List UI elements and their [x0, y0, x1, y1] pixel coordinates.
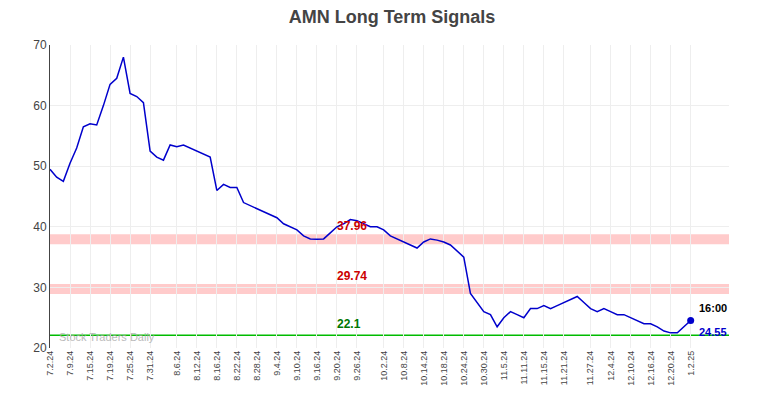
svg-text:22.1: 22.1 — [337, 317, 361, 331]
svg-text:9.10.24: 9.10.24 — [292, 351, 302, 381]
svg-text:8.22.24: 8.22.24 — [232, 351, 242, 381]
svg-text:AMN Long Term Signals: AMN Long Term Signals — [289, 7, 496, 27]
svg-text:7.9.24: 7.9.24 — [65, 351, 75, 376]
svg-text:9.26.24: 9.26.24 — [352, 351, 362, 381]
svg-text:7.19.24: 7.19.24 — [105, 351, 115, 381]
svg-text:12.10.24: 12.10.24 — [626, 351, 636, 386]
svg-text:10.14.24: 10.14.24 — [419, 351, 429, 386]
svg-text:7.15.24: 7.15.24 — [85, 351, 95, 381]
svg-text:11.21.24: 11.21.24 — [559, 351, 569, 385]
svg-text:11.5.24: 11.5.24 — [499, 351, 509, 380]
svg-text:10.24.24: 10.24.24 — [459, 351, 469, 386]
svg-text:Stock Traders Daily: Stock Traders Daily — [59, 331, 155, 343]
svg-text:29.74: 29.74 — [337, 269, 367, 283]
svg-text:8.12.24: 8.12.24 — [192, 351, 202, 381]
svg-text:8.28.24: 8.28.24 — [252, 351, 262, 381]
svg-text:10.18.24: 10.18.24 — [439, 351, 449, 386]
svg-text:10.2.24: 10.2.24 — [379, 351, 389, 381]
svg-text:12.4.24: 12.4.24 — [606, 351, 616, 381]
svg-text:37.96: 37.96 — [337, 219, 367, 233]
svg-text:24.55: 24.55 — [699, 326, 727, 338]
svg-text:11.11.24: 11.11.24 — [519, 351, 529, 385]
svg-text:10.8.24: 10.8.24 — [399, 351, 409, 381]
svg-text:8.6.24: 8.6.24 — [172, 351, 182, 376]
svg-text:30: 30 — [33, 281, 47, 295]
svg-text:8.16.24: 8.16.24 — [212, 351, 222, 381]
svg-text:7.31.24: 7.31.24 — [145, 351, 155, 381]
svg-text:12.16.24: 12.16.24 — [646, 351, 656, 386]
svg-text:16:00: 16:00 — [699, 302, 727, 314]
svg-text:10.30.24: 10.30.24 — [479, 351, 489, 386]
svg-text:9.4.24: 9.4.24 — [272, 351, 282, 376]
svg-text:12.20.24: 12.20.24 — [666, 351, 676, 386]
svg-text:60: 60 — [33, 99, 47, 113]
svg-text:7.25.24: 7.25.24 — [125, 351, 135, 381]
svg-text:20: 20 — [33, 341, 47, 355]
svg-text:11.27.24: 11.27.24 — [585, 351, 595, 385]
svg-text:40: 40 — [33, 220, 47, 234]
svg-text:7.2.24: 7.2.24 — [45, 351, 55, 376]
svg-text:9.16.24: 9.16.24 — [312, 351, 322, 381]
svg-text:50: 50 — [33, 159, 47, 173]
svg-text:9.20.24: 9.20.24 — [332, 351, 342, 381]
svg-text:11.15.24: 11.15.24 — [539, 351, 549, 385]
svg-text:1.2.25: 1.2.25 — [686, 351, 696, 376]
svg-text:70: 70 — [33, 38, 47, 52]
